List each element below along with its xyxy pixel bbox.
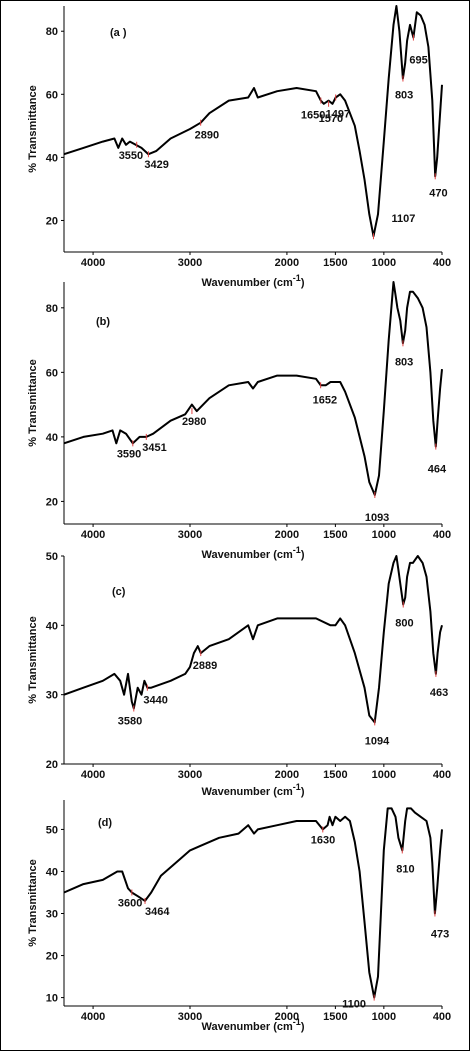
panel-a: 20 40 60 80 4000 3000 2000 1500 1000 400 Wavenumbe… (27, 5, 451, 289)
panel-label: (d) (98, 817, 112, 829)
panel-c: 20 30 40 50 4000 3000 2000 1500 1000 400 Wavenumbe… (27, 551, 451, 798)
x-tick-label: 3000 (178, 529, 202, 541)
y-tick-label: 20 (46, 496, 58, 508)
panel-label: (c) (112, 586, 126, 598)
y-tick-label: 30 (46, 690, 58, 702)
peak-label: 470 (429, 187, 447, 199)
y-axis-title: % Transmittance (27, 859, 39, 946)
x-tick-label: 1000 (372, 769, 396, 781)
peak-label: 803 (395, 90, 413, 102)
x-tick-label: 3000 (178, 769, 202, 781)
peak-label: 2889 (193, 660, 217, 672)
peak-label: 2890 (195, 130, 219, 142)
x-tick-label: 400 (433, 257, 451, 269)
peak-label: 3600 (118, 897, 142, 909)
peak-label: 3580 (118, 716, 142, 728)
x-tick-label: 1500 (323, 769, 347, 781)
x-axis-title: Wavenumber (cm-1) (202, 782, 305, 798)
x-tick-label: 1000 (372, 1011, 396, 1023)
peak-label: 464 (428, 464, 447, 476)
spectrum-series-line (63, 281, 443, 496)
y-tick-label: 40 (46, 866, 58, 878)
x-tick-label: 400 (433, 529, 451, 541)
peak-label: 1570 (319, 113, 343, 125)
peak-label: 1497 (326, 108, 350, 120)
panel-d: 10 20 30 40 50 4000 3000 2000 1500 1000 400 Wavenum… (27, 800, 451, 1033)
peak-label: 3550 (119, 150, 143, 162)
y-axis-title: % Transmittance (27, 616, 39, 703)
spectrum-series-line (63, 807, 443, 999)
peak-label: 473 (431, 929, 449, 941)
x-tick-label: 1500 (323, 257, 347, 269)
panel-label: (b) (96, 316, 110, 328)
y-axis-title: % Transmittance (27, 85, 39, 172)
x-tick-label: 1000 (372, 257, 396, 269)
x-axis-title: Wavenumber (cm-1) (202, 545, 305, 561)
x-tick-label: 4000 (81, 1011, 105, 1023)
x-tick-label: 400 (433, 1011, 451, 1023)
peak-label: 1100 (342, 999, 366, 1011)
x-axis-title: Wavenumber (cm-1) (202, 273, 305, 289)
y-tick-label: 40 (46, 620, 58, 632)
y-tick-label: 50 (46, 551, 58, 563)
x-tick-label: 3000 (178, 257, 202, 269)
peak-label: 1650 (301, 110, 325, 122)
x-axis-title: Wavenumber (cm-1) (202, 1017, 305, 1033)
y-axis-title: % Transmittance (27, 359, 39, 446)
peak-label: 2980 (182, 416, 206, 428)
y-tick-label: 60 (46, 89, 58, 101)
peak-label: 1652 (313, 394, 337, 406)
peak-label: 3429 (144, 159, 168, 171)
x-tick-label: 4000 (81, 257, 105, 269)
y-tick-label: 30 (46, 909, 58, 921)
y-tick-label: 60 (46, 367, 58, 379)
x-tick-label: 2000 (275, 257, 299, 269)
peak-label: 3440 (143, 695, 167, 707)
peak-label: 3451 (142, 442, 166, 454)
peak-label: 463 (430, 687, 448, 699)
y-tick-label: 20 (46, 215, 58, 227)
peak-label: 3590 (117, 448, 141, 460)
peak-label: 1094 (365, 735, 390, 747)
x-tick-label: 2000 (275, 769, 299, 781)
peak-label: 810 (396, 863, 414, 875)
peak-label: 803 (395, 356, 413, 368)
y-tick-label: 20 (46, 951, 58, 963)
peak-label: 695 (409, 55, 427, 67)
x-tick-label: 2000 (275, 529, 299, 541)
x-tick-label: 3000 (178, 1011, 202, 1023)
peak-label: 1093 (365, 512, 389, 524)
y-tick-label: 50 (46, 824, 58, 836)
peak-label: 3464 (145, 906, 170, 918)
y-tick-label: 40 (46, 432, 58, 444)
panel-b: 20 40 60 80 4000 3000 2000 1500 1000 400 Wavenumbe… (27, 281, 451, 561)
panel-label: (a ) (110, 27, 127, 39)
x-tick-label: 4000 (81, 769, 105, 781)
peak-label: 1630 (311, 834, 335, 846)
y-tick-label: 80 (46, 303, 58, 315)
x-tick-label: 400 (433, 769, 451, 781)
x-tick-label: 1500 (323, 1011, 347, 1023)
x-tick-label: 1500 (323, 529, 347, 541)
spectrum-series-line (63, 555, 443, 724)
x-tick-label: 2000 (275, 1011, 299, 1023)
x-tick-label: 4000 (81, 529, 105, 541)
spectrum-series-line (63, 5, 443, 238)
x-tick-label: 1000 (372, 529, 396, 541)
y-tick-label: 80 (46, 26, 58, 38)
peak-label: 800 (395, 618, 413, 630)
peak-label: 1107 (391, 213, 415, 225)
y-tick-label: 20 (46, 759, 58, 771)
y-tick-label: 10 (46, 993, 58, 1005)
y-tick-label: 40 (46, 152, 58, 164)
